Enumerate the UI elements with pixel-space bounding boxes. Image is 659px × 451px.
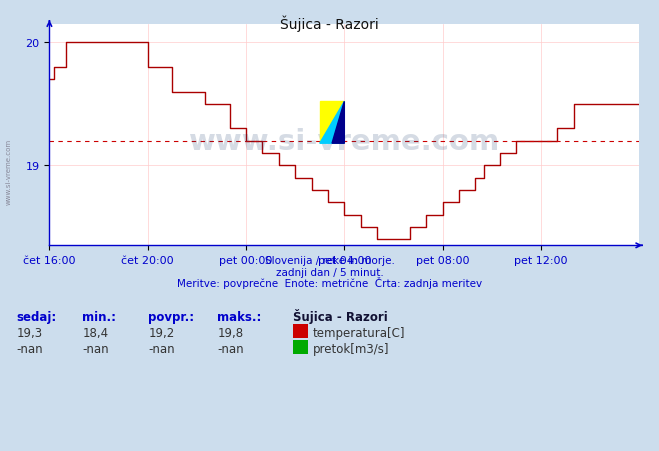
Polygon shape bbox=[332, 102, 345, 144]
Text: Šujica - Razori: Šujica - Razori bbox=[280, 16, 379, 32]
Text: pretok[m3/s]: pretok[m3/s] bbox=[313, 342, 389, 355]
Text: sedaj:: sedaj: bbox=[16, 310, 57, 323]
Text: 19,2: 19,2 bbox=[148, 326, 175, 339]
Text: povpr.:: povpr.: bbox=[148, 310, 194, 323]
Text: 19,8: 19,8 bbox=[217, 326, 244, 339]
Text: min.:: min.: bbox=[82, 310, 117, 323]
Text: www.si-vreme.com: www.si-vreme.com bbox=[188, 128, 500, 156]
Text: temperatura[C]: temperatura[C] bbox=[313, 326, 405, 339]
Polygon shape bbox=[320, 102, 345, 144]
Text: -nan: -nan bbox=[148, 342, 175, 355]
Text: Slovenija / reke in morje.: Slovenija / reke in morje. bbox=[264, 256, 395, 266]
Text: -nan: -nan bbox=[82, 342, 109, 355]
Text: 19,3: 19,3 bbox=[16, 326, 43, 339]
Text: 18,4: 18,4 bbox=[82, 326, 109, 339]
Text: -nan: -nan bbox=[16, 342, 43, 355]
Text: maks.:: maks.: bbox=[217, 310, 262, 323]
Text: www.si-vreme.com: www.si-vreme.com bbox=[5, 138, 12, 204]
Text: -nan: -nan bbox=[217, 342, 244, 355]
Text: Šujica - Razori: Šujica - Razori bbox=[293, 308, 388, 323]
Text: zadnji dan / 5 minut.: zadnji dan / 5 minut. bbox=[275, 267, 384, 277]
Text: Meritve: povprečne  Enote: metrične  Črta: zadnja meritev: Meritve: povprečne Enote: metrične Črta:… bbox=[177, 276, 482, 288]
Polygon shape bbox=[320, 102, 345, 144]
